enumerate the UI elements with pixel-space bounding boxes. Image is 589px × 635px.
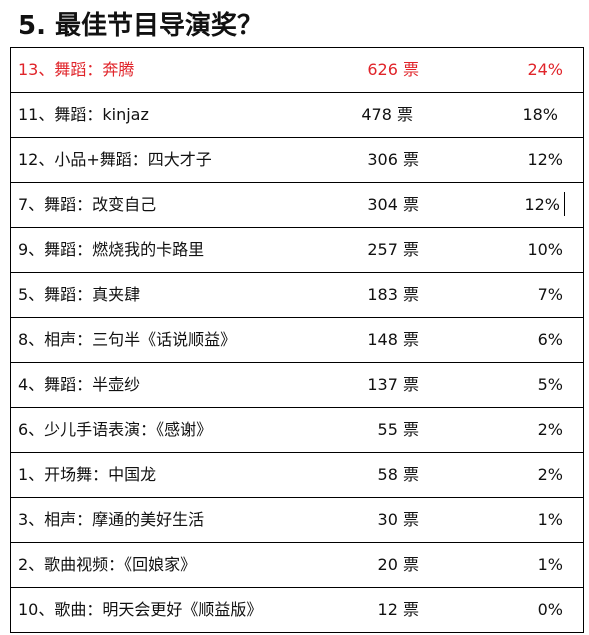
program-name: 1、开场舞：中国龙 (18, 465, 157, 484)
table-row: 9、舞蹈：燃烧我的卡路里 257 票 10% (11, 228, 583, 273)
text-cursor (564, 192, 565, 216)
table-row: 1、开场舞：中国龙 58 票 2% (11, 453, 583, 498)
table-row: 7、舞蹈：改变自己 304 票 12% (11, 183, 583, 228)
program-name: 12、小品+舞蹈：四大才子 (18, 150, 212, 169)
vote-count: 257 票 (367, 240, 419, 259)
vote-count: 20 票 (377, 555, 419, 574)
vote-percent: 18% (522, 105, 558, 124)
vote-count: 183 票 (367, 285, 419, 304)
vote-count: 304 票 (367, 195, 419, 214)
program-name: 7、舞蹈：改变自己 (18, 195, 157, 214)
vote-percent: 2% (537, 465, 563, 484)
table-row: 5、舞蹈：真夹肆 183 票 7% (11, 273, 583, 318)
program-name: 3、相声：摩通的美好生活 (18, 510, 205, 529)
table-row: 12、小品+舞蹈：四大才子 306 票 12% (11, 138, 583, 183)
vote-percent: 12% (527, 150, 563, 169)
vote-count: 58 票 (377, 465, 419, 484)
vote-count: 137 票 (367, 375, 419, 394)
vote-count: 148 票 (367, 330, 419, 349)
vote-percent: 5% (537, 375, 563, 394)
table-row: 10、歌曲：明天会更好《顺益版》 12 票 0% (11, 588, 583, 633)
table-row: 6、少儿手语表演：《感谢》 55 票 2% (11, 408, 583, 453)
vote-percent: 0% (537, 600, 563, 619)
program-name: 8、相声：三句半《话说顺益》 (18, 330, 237, 349)
program-name: 4、舞蹈：半壶纱 (18, 375, 141, 394)
vote-count: 12 票 (377, 600, 419, 619)
vote-percent: 7% (537, 285, 563, 304)
program-name: 2、歌曲视频：《回娘家》 (18, 555, 197, 574)
results-table: 13、舞蹈：奔腾 626 票 24% 11、舞蹈：kinjaz 478 票 18… (10, 47, 584, 633)
vote-count: 55 票 (377, 420, 419, 439)
program-name: 5、舞蹈：真夹肆 (18, 285, 141, 304)
vote-count: 626 票 (367, 60, 419, 79)
program-name: 10、歌曲：明天会更好《顺益版》 (18, 600, 263, 619)
vote-percent: 24% (527, 60, 563, 79)
program-name: 11、舞蹈：kinjaz (18, 105, 149, 124)
vote-count: 30 票 (377, 510, 419, 529)
program-name: 9、舞蹈：燃烧我的卡路里 (18, 240, 205, 259)
table-row: 2、歌曲视频：《回娘家》 20 票 1% (11, 543, 583, 588)
table-row: 8、相声：三句半《话说顺益》 148 票 6% (11, 318, 583, 363)
table-row: 11、舞蹈：kinjaz 478 票 18% (11, 93, 583, 138)
vote-percent: 1% (537, 510, 563, 529)
program-name: 6、少儿手语表演：《感谢》 (18, 420, 213, 439)
vote-percent: 12% (524, 195, 560, 214)
vote-percent: 2% (537, 420, 563, 439)
table-row: 13、舞蹈：奔腾 626 票 24% (11, 48, 583, 93)
vote-percent: 10% (527, 240, 563, 259)
vote-count: 306 票 (367, 150, 419, 169)
table-row: 4、舞蹈：半壶纱 137 票 5% (11, 363, 583, 408)
vote-percent: 1% (537, 555, 563, 574)
program-name: 13、舞蹈：奔腾 (18, 60, 135, 79)
page-title: 5. 最佳节目导演奖？ (18, 11, 264, 41)
table-row: 3、相声：摩通的美好生活 30 票 1% (11, 498, 583, 543)
vote-percent: 6% (537, 330, 563, 349)
vote-count: 478 票 (361, 105, 413, 124)
